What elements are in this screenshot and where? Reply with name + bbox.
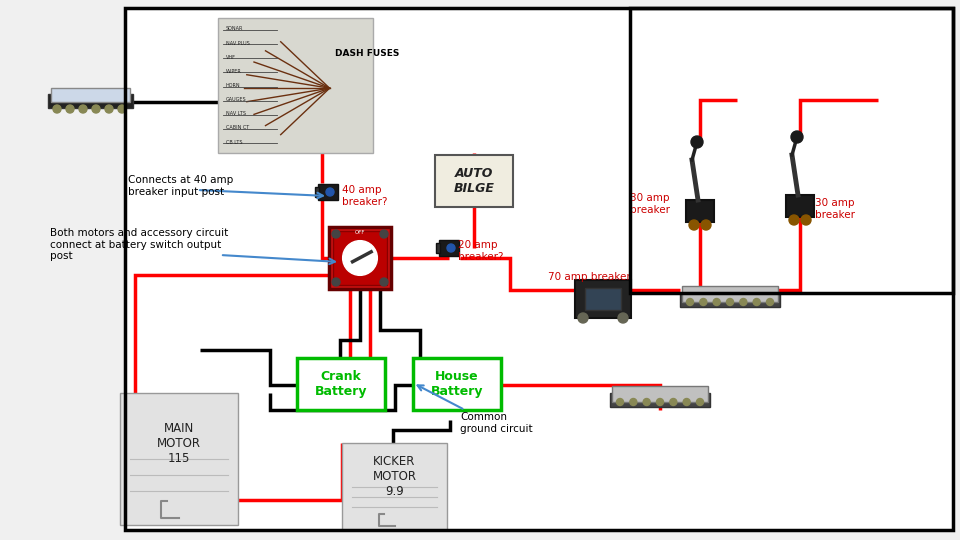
Text: 70 amp breaker: 70 amp breaker (548, 272, 631, 282)
Text: AUTO
BILGE: AUTO BILGE (453, 167, 494, 195)
Text: GAUGES: GAUGES (226, 97, 247, 102)
Circle shape (691, 136, 703, 148)
Circle shape (630, 399, 636, 406)
Bar (329, 227, 391, 289)
Circle shape (686, 299, 693, 306)
Circle shape (380, 230, 388, 238)
Bar (125, 8, 953, 530)
Bar (342, 443, 447, 530)
Bar (630, 8, 953, 293)
Text: OFF: OFF (355, 230, 365, 234)
Circle shape (618, 313, 628, 323)
Text: 30 amp
breaker: 30 amp breaker (815, 198, 855, 220)
Bar (682, 286, 778, 302)
Text: 20 amp
breaker?: 20 amp breaker? (458, 240, 503, 261)
Text: SONAR: SONAR (226, 26, 244, 31)
Bar (610, 393, 710, 407)
Text: Common
ground circuit: Common ground circuit (460, 412, 533, 434)
Circle shape (326, 188, 334, 196)
Bar (125, 8, 953, 530)
Circle shape (684, 399, 690, 406)
Circle shape (643, 399, 650, 406)
Circle shape (332, 230, 340, 238)
Bar (686, 200, 714, 222)
Text: Connects at 40 amp
breaker input post: Connects at 40 amp breaker input post (128, 175, 233, 197)
Text: WIPER: WIPER (226, 69, 242, 74)
Circle shape (79, 105, 87, 113)
Text: 40 amp
breaker?: 40 amp breaker? (342, 185, 388, 207)
Bar (680, 293, 780, 307)
Bar (575, 280, 631, 318)
Bar (48, 94, 133, 108)
Bar (297, 358, 385, 410)
Circle shape (727, 299, 733, 306)
Circle shape (701, 220, 711, 230)
Circle shape (766, 299, 774, 306)
Bar (439, 240, 459, 256)
Bar (120, 393, 238, 525)
Circle shape (616, 399, 623, 406)
Text: CABIN CT: CABIN CT (226, 125, 250, 130)
Text: NAV LTS: NAV LTS (226, 111, 246, 116)
Text: Both motors and accessory circuit
connect at battery switch output
post: Both motors and accessory circuit connec… (50, 228, 228, 261)
Text: DASH FUSES: DASH FUSES (335, 49, 399, 58)
Bar (436, 243, 440, 253)
Circle shape (801, 215, 811, 225)
Bar (51, 88, 130, 102)
Bar (435, 155, 513, 207)
Circle shape (105, 105, 113, 113)
Text: VHF: VHF (226, 55, 236, 60)
Circle shape (380, 278, 388, 286)
Text: 30 amp
breaker: 30 amp breaker (630, 193, 670, 214)
Circle shape (657, 399, 663, 406)
Circle shape (578, 313, 588, 323)
Text: MAIN
MOTOR
115: MAIN MOTOR 115 (157, 422, 201, 464)
Circle shape (670, 399, 677, 406)
Circle shape (754, 299, 760, 306)
Circle shape (118, 105, 126, 113)
Text: House
Battery: House Battery (431, 370, 483, 398)
Text: HORN: HORN (226, 83, 241, 88)
Bar (585, 288, 621, 310)
Circle shape (66, 105, 74, 113)
Bar (318, 184, 338, 200)
Circle shape (92, 105, 100, 113)
Circle shape (447, 244, 455, 252)
Circle shape (713, 299, 720, 306)
Circle shape (697, 399, 704, 406)
Circle shape (332, 278, 340, 286)
Circle shape (789, 215, 799, 225)
Bar (333, 231, 387, 285)
Bar (315, 187, 319, 197)
Bar (612, 386, 708, 402)
Circle shape (343, 241, 377, 275)
Circle shape (740, 299, 747, 306)
Circle shape (53, 105, 61, 113)
Bar (413, 358, 501, 410)
Text: KICKER
MOTOR
9.9: KICKER MOTOR 9.9 (372, 455, 417, 497)
Text: CB LTS: CB LTS (226, 139, 243, 145)
Bar (786, 195, 814, 217)
Bar (218, 18, 373, 153)
Text: NAV PLUS: NAV PLUS (226, 40, 250, 45)
Text: Crank
Battery: Crank Battery (315, 370, 368, 398)
Circle shape (700, 299, 707, 306)
Circle shape (791, 131, 803, 143)
Circle shape (689, 220, 699, 230)
